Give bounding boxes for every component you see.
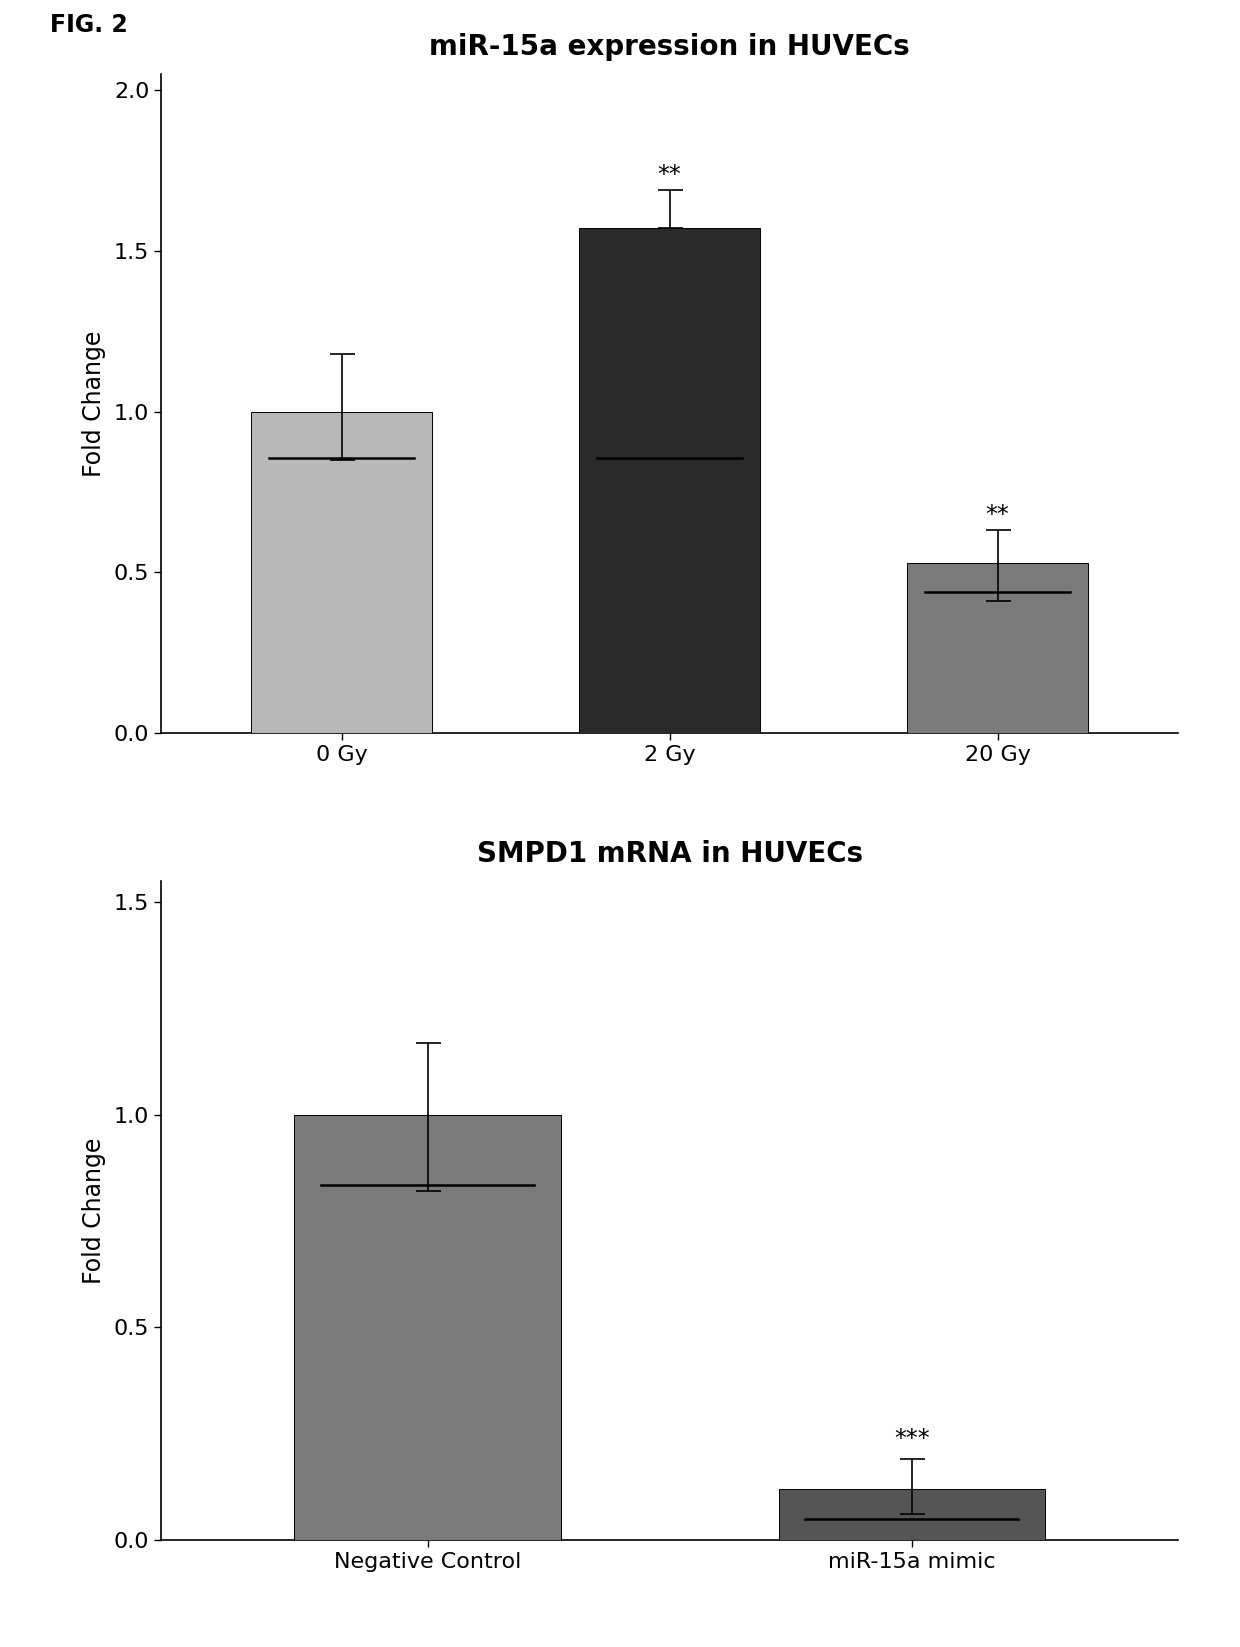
Title: miR-15a expression in HUVECs: miR-15a expression in HUVECs	[429, 33, 910, 61]
Y-axis label: Fold Change: Fold Change	[82, 331, 105, 476]
Text: **: **	[657, 163, 682, 186]
Y-axis label: Fold Change: Fold Change	[82, 1138, 105, 1283]
Bar	[579, 229, 760, 733]
Bar	[294, 1115, 560, 1540]
Text: **: **	[986, 504, 1009, 527]
Bar	[908, 563, 1087, 733]
Text: FIG. 2: FIG. 2	[50, 13, 128, 38]
Text: ***: ***	[894, 1426, 930, 1451]
Bar	[779, 1489, 1045, 1540]
Bar	[252, 412, 432, 733]
Title: SMPD1 mRNA in HUVECs: SMPD1 mRNA in HUVECs	[476, 840, 863, 868]
